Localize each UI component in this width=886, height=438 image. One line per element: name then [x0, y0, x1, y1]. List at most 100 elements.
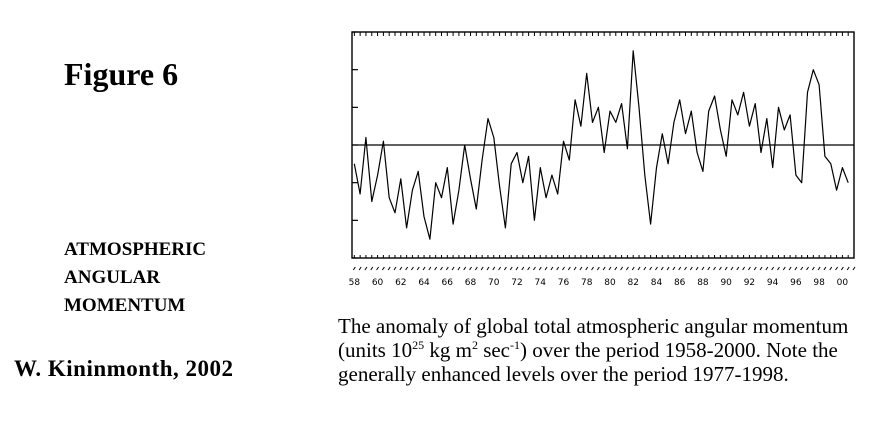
x-tick-mark: [672, 266, 676, 271]
x-tick-mark: [678, 266, 682, 271]
x-tick-mark: [800, 266, 804, 271]
x-tick-mark: [765, 266, 769, 271]
x-tick-label: 80: [604, 278, 616, 288]
x-tick-label: 96: [790, 278, 802, 288]
x-tick-label: 98: [813, 278, 825, 288]
x-tick-mark: [376, 266, 379, 271]
caption-text: ) over the period 1958-2000. Note the ge…: [338, 338, 838, 386]
x-tick-mark: [736, 266, 740, 271]
x-tick-mark: [416, 266, 420, 271]
x-tick-mark: [538, 266, 542, 271]
x-tick-mark: [840, 266, 844, 271]
x-tick-mark: [649, 266, 653, 271]
x-tick-mark: [498, 266, 501, 271]
x-tick-mark: [811, 266, 815, 271]
x-tick-label: 86: [674, 278, 686, 288]
x-tick-mark: [533, 266, 536, 271]
x-tick-label: 94: [767, 278, 779, 288]
x-tick-mark: [608, 266, 612, 271]
x-tick-mark: [480, 266, 484, 271]
x-tick-mark: [527, 266, 531, 271]
x-tick-mark: [556, 266, 560, 271]
x-tick-mark: [788, 266, 792, 271]
x-tick-mark: [515, 266, 519, 271]
caption-exponent: 2: [471, 338, 478, 352]
x-tick-label: 74: [535, 278, 547, 288]
x-tick-mark: [509, 266, 513, 271]
x-tick-label: 82: [627, 278, 638, 288]
x-tick-mark: [585, 266, 589, 271]
x-tick-mark: [474, 266, 478, 271]
x-tick-mark: [823, 266, 827, 271]
x-tick-mark: [829, 266, 833, 271]
x-tick-label: 68: [465, 278, 477, 288]
x-tick-mark: [358, 266, 362, 271]
x-tick-mark: [422, 266, 426, 271]
x-tick-mark: [602, 266, 606, 271]
x-tick-mark: [492, 266, 496, 271]
x-tick-mark: [695, 266, 699, 271]
x-tick-mark: [718, 266, 722, 271]
x-tick-mark: [579, 266, 583, 271]
subject-line: ANGULAR: [64, 267, 161, 288]
x-tick-mark: [666, 266, 670, 271]
caption-exponent: 25: [412, 338, 425, 352]
x-tick-mark: [782, 266, 786, 271]
x-tick-mark: [387, 266, 391, 271]
x-tick-mark: [806, 266, 809, 271]
caption-exponent: -1: [510, 338, 521, 352]
x-tick-mark: [562, 266, 565, 271]
x-tick-label: 76: [558, 278, 570, 288]
x-tick-mark: [486, 266, 490, 271]
x-tick-mark: [544, 266, 548, 271]
x-tick-mark: [660, 266, 664, 271]
x-tick-mark: [730, 266, 734, 271]
x-tick-mark: [469, 266, 472, 271]
x-tick-mark: [625, 266, 629, 271]
x-tick-label: 92: [744, 278, 755, 288]
x-tick-mark: [637, 266, 641, 271]
caption-text: sec: [477, 338, 511, 362]
x-tick-label: 00: [837, 278, 849, 288]
x-tick-mark: [591, 266, 594, 271]
x-tick-mark: [596, 266, 600, 271]
x-tick-mark: [620, 266, 624, 271]
x-tick-mark: [370, 266, 374, 271]
x-tick-label: 60: [372, 278, 384, 288]
x-tick-label: 66: [442, 278, 454, 288]
x-tick-mark: [684, 266, 687, 271]
x-tick-mark: [817, 266, 821, 271]
aam-anomaly-line: [353, 50, 849, 240]
x-tick-mark: [643, 266, 647, 271]
x-tick-mark: [631, 266, 635, 271]
x-tick-label: 84: [651, 278, 663, 288]
x-tick-mark: [655, 266, 658, 271]
caption-text: The anomaly of global total atmospheric …: [338, 314, 849, 362]
x-tick-mark: [393, 266, 397, 271]
x-tick-label: 90: [720, 278, 732, 288]
subject-line: MOMENTUM: [64, 295, 186, 316]
x-tick-mark: [463, 266, 467, 271]
x-tick-mark: [503, 266, 507, 271]
figure-label: Figure 6: [64, 56, 179, 92]
x-tick-mark: [614, 266, 618, 271]
x-tick-label: 88: [697, 278, 709, 288]
x-tick-mark: [724, 266, 728, 271]
x-tick-mark: [573, 266, 577, 271]
x-tick-mark: [707, 266, 711, 271]
x-tick-mark: [771, 266, 775, 271]
author-credit: W. Kininmonth, 2002: [14, 356, 234, 381]
x-tick-mark: [457, 266, 461, 271]
x-tick-label: 58: [349, 278, 361, 288]
x-tick-mark: [835, 266, 838, 271]
x-tick-mark: [411, 266, 414, 271]
x-tick-label: 78: [581, 278, 593, 288]
x-tick-mark: [759, 266, 763, 271]
subject-line: ATMOSPHERIC: [64, 239, 207, 260]
figure-caption: The anomaly of global total atmospheric …: [338, 314, 878, 386]
x-tick-mark: [434, 266, 438, 271]
x-tick-mark: [550, 266, 554, 271]
x-tick-mark: [440, 266, 443, 271]
x-tick-label: 70: [488, 278, 500, 288]
x-tick-mark: [352, 266, 356, 271]
